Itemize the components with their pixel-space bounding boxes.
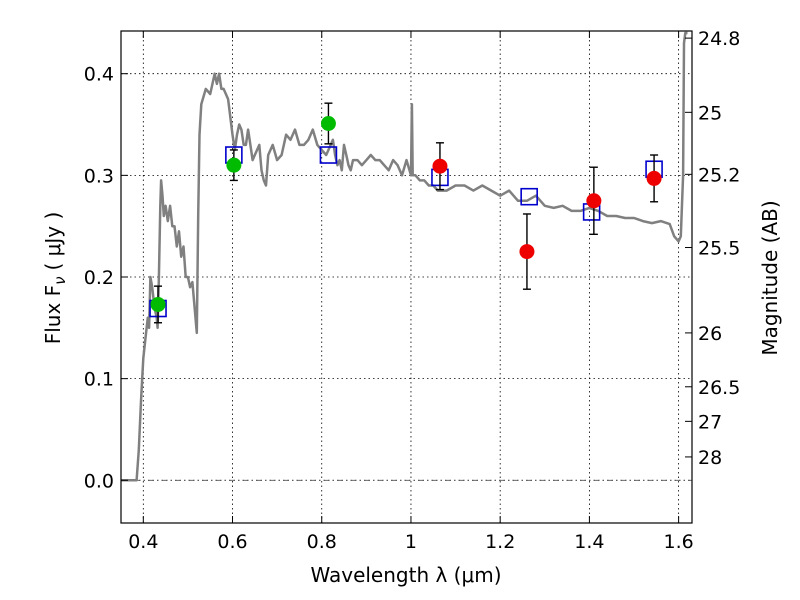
optical-point	[320, 116, 336, 132]
y-tick-label: 0.4	[84, 64, 114, 86]
model-photometry-square	[319, 146, 338, 164]
y-tick-label: 0.3	[84, 165, 114, 187]
magnitude-tick-label: 25.5	[698, 238, 740, 260]
x-tick-label: 0.8	[307, 531, 337, 553]
y-axis-title-subscript: ν	[51, 276, 69, 284]
magnitude-tick-label: 26.5	[698, 377, 740, 399]
grid	[121, 31, 692, 523]
nir-point	[519, 244, 535, 260]
magnitude-tick-label: 28	[698, 447, 722, 469]
y-axis-title-main: Flux F	[41, 285, 65, 344]
y2-axis-title: Magnitude (AB)	[758, 200, 782, 355]
nir-point	[586, 193, 602, 209]
magnitude-tick-label: 27	[698, 411, 722, 433]
optical-point	[226, 157, 242, 173]
nir-point	[646, 170, 662, 186]
magnitude-tick-label: 24.8	[698, 28, 740, 50]
y-tick-label: 0.2	[84, 267, 114, 289]
x-tick-label: 1	[405, 531, 417, 553]
y-axis-title-unit: ( μJy )	[41, 212, 65, 271]
plot-frame	[120, 30, 693, 524]
x-tick-label: 0.6	[217, 531, 247, 553]
x-tick-label: 1.6	[664, 531, 694, 553]
y-axis-title: Flux Fν ( μJy )	[41, 212, 69, 345]
x-tick-label: 1.4	[574, 531, 604, 553]
photometry-layer	[149, 102, 663, 324]
magnitude-tick-label: 25	[698, 102, 722, 124]
axes: 0.4 0.6 0.8 1 1.2 1.4 1.6 0.0 0.1 0.2 0.3 0.4 24.8 25…	[84, 28, 741, 553]
y-tick-label: 0.0	[84, 470, 114, 492]
x-tick-label: 1.2	[485, 531, 515, 553]
x-tick-label: 0.4	[128, 531, 158, 553]
optical-point	[150, 296, 166, 312]
model-photometry-square	[520, 187, 538, 206]
model-spectrum-line	[121, 31, 688, 482]
svg-text:Flux Fν( μJy ): Flux Fν ( μJy )	[41, 212, 69, 345]
x-axis-title: Wavelength λ (μm)	[310, 563, 501, 587]
magnitude-tick-label: 26	[698, 323, 722, 345]
model-spectrum-layer	[121, 31, 688, 482]
nir-point	[432, 158, 448, 174]
y-tick-label: 0.1	[84, 369, 114, 391]
magnitude-tick-label: 25.2	[698, 164, 740, 186]
